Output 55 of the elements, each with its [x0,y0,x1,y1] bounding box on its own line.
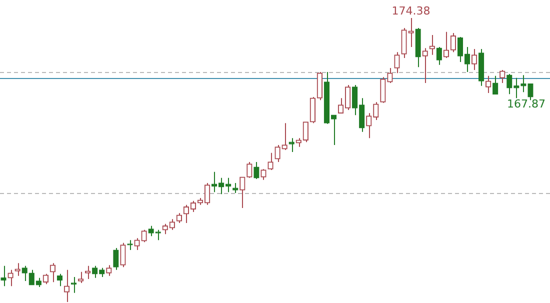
candlestick [408,18,414,48]
candlestick [42,273,48,285]
candlestick [155,229,161,241]
candlestick [64,269,70,302]
candlestick [506,73,512,95]
candlestick [99,267,105,278]
candlestick [366,112,372,139]
candlestick [429,34,435,56]
candlestick [380,76,386,104]
candlestick [78,271,84,284]
candlestick [450,32,456,53]
candlestick [310,96,316,124]
candlestick [500,69,506,84]
candlestick [162,223,168,235]
candlestick [28,269,34,286]
candlestick [422,48,428,84]
candlestick [36,277,42,288]
annotation: 167.87 [506,97,546,110]
candlestick [169,218,175,230]
candlestick [492,75,498,95]
candlestick [106,264,112,276]
candlestick [282,122,288,151]
candlestick [352,84,358,116]
candlestick [246,161,252,178]
candlestick [471,48,478,70]
candlestick [148,225,154,237]
candlestick [85,265,91,280]
candlestick [260,168,266,180]
candlestick [14,262,20,276]
candlestick [302,121,308,143]
candlestick [528,83,534,101]
candlestick [268,152,274,170]
candlestick [141,229,147,243]
candlestick [176,212,182,224]
candlestick [134,238,140,251]
candlestick [0,265,6,287]
candlestick [56,273,63,287]
candlestick [486,75,492,94]
candlestick [401,27,407,59]
candlestick [22,265,28,282]
candlestick [436,46,442,66]
candlestick [8,269,14,287]
candlestick [387,67,393,84]
candlestick [92,265,98,278]
candlestick [113,248,119,270]
candlestick [240,176,246,208]
annotation: 174.38 [392,4,430,18]
candlestick [359,98,365,132]
candlestick [70,276,77,294]
candlestick [274,144,280,162]
candlestick [316,71,323,101]
candlestick [373,102,379,120]
candlestick [254,161,260,180]
candlestick [120,242,126,268]
candlestick [394,52,400,74]
